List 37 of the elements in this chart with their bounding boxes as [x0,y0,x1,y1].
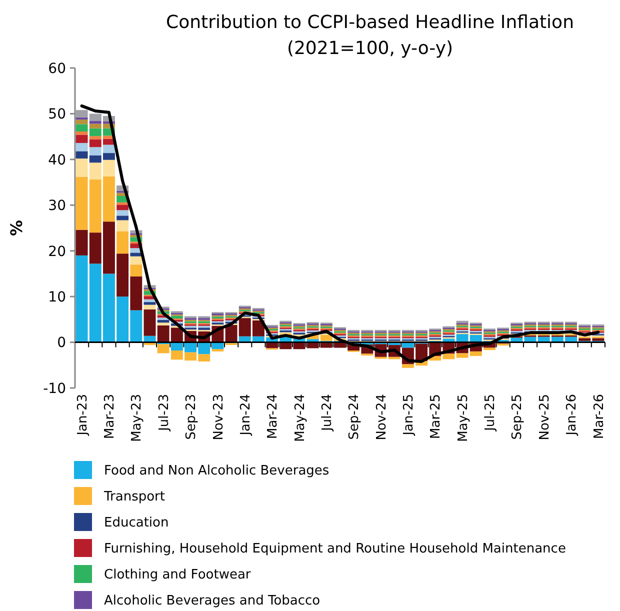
y-tick-label: 40 [48,152,66,168]
x-tick-label: Jan-23 [75,394,90,436]
y-tick-label: 50 [48,106,66,123]
chart-title: Contribution to CCPI-based Headline Inflation [166,12,574,33]
legend-label: Transport [103,490,166,505]
legend-label: Food and Non Alcoholic Beverages [104,464,330,479]
x-tick-label: Nov-25 [537,394,552,440]
y-tick-label: 10 [48,289,66,306]
x-tick-label: Nov-23 [211,394,226,440]
x-tick-label: Sep-23 [184,394,200,440]
x-tick-label: May-23 [130,394,145,442]
legend-label: Clothing and Footwear [104,568,252,583]
x-tick-label: Jul-25 [483,394,498,432]
x-tick-label: Mar-23 [102,394,118,439]
x-tick-label: Sep-24 [347,394,362,440]
y-tick-label: 30 [48,198,66,214]
x-tick-label: Mar-24 [266,394,281,439]
chart-subtitle: (2021=100, y-o-y) [286,38,454,59]
x-tick-label: Jul-23 [156,394,172,432]
x-tick-label: Jan-26 [564,394,580,436]
y-tick-label: 60 [48,60,66,77]
y-tick-label: 0 [57,335,66,352]
x-tick-label: Jan-24 [238,394,254,436]
x-tick-label: Mar-25 [428,394,444,439]
x-tick-label: May-25 [456,394,471,442]
y-tick-label: 20 [48,244,66,260]
y-axis-title: % [7,220,26,236]
x-tick-label: Jul-24 [320,394,335,432]
x-tick-label: Sep-25 [510,394,526,440]
legend-label: Alcoholic Beverages and Tobacco [104,594,320,609]
legend-label: Education [104,516,169,531]
x-tick-label: Jan-25 [402,394,416,436]
x-tick-label: Mar-26 [592,394,607,439]
legend-label: Furnishing, Household Equipment and Routine Household Maintenance [104,542,566,557]
x-tick-label: Nov-24 [374,394,390,440]
x-tick-label: May-24 [292,394,308,442]
y-tick-label: -10 [43,380,66,397]
